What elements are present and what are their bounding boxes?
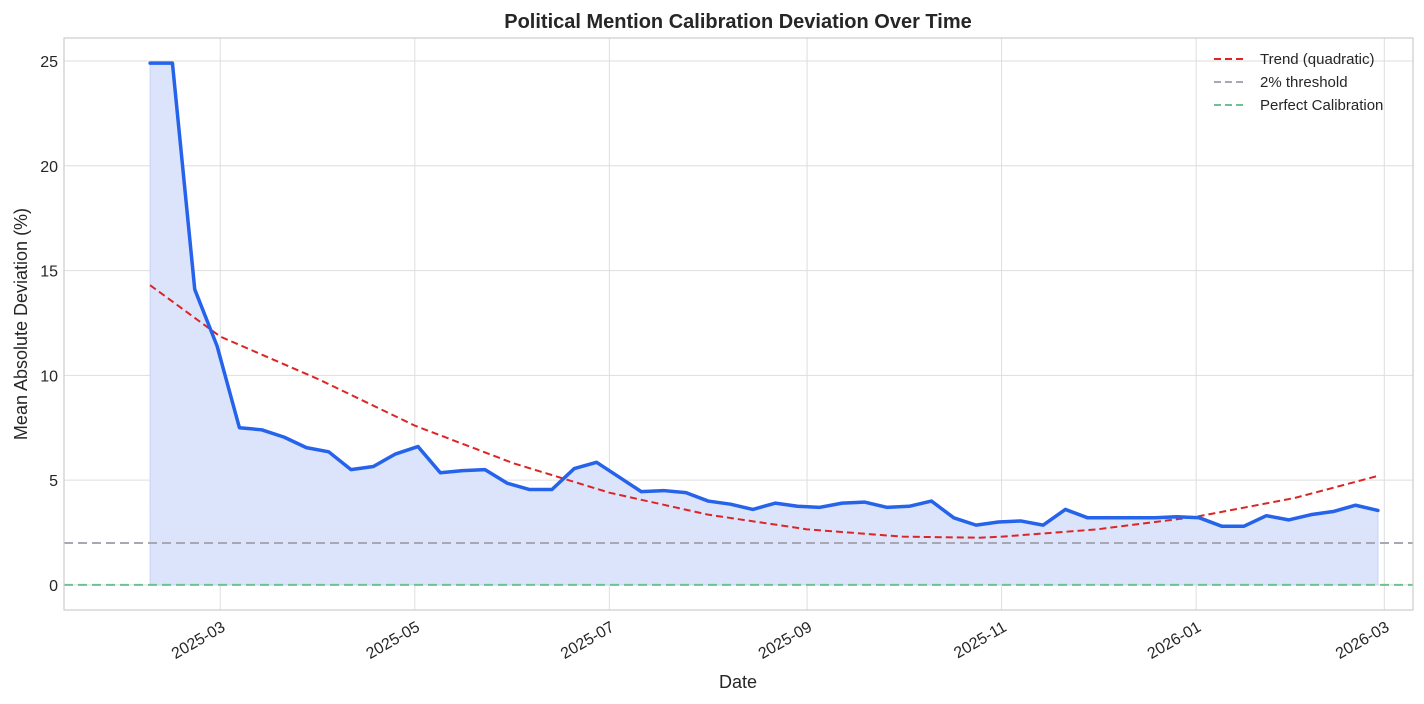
trend-line [149, 284, 1379, 539]
chart-title: Political Mention Calibration Deviation … [504, 11, 972, 33]
x-tick-labels: 2025-03 2025-05 2025-07 2025-09 2025-11 2026-… [169, 619, 1392, 663]
x-tick-label: 2025-05 [363, 619, 422, 663]
reference-lines [64, 541, 1413, 586]
x-tick-label: 2026-03 [1333, 619, 1392, 663]
x-tick-label: 2025-09 [756, 619, 815, 663]
x-axis-label: Date [719, 672, 757, 692]
y-tick-label: 20 [40, 159, 58, 176]
x-tick-label: 2026-01 [1145, 619, 1204, 663]
legend-label: 2% threshold [1260, 74, 1348, 91]
y-axis-label: Mean Absolute Deviation (%) [11, 208, 31, 440]
x-tick-label: 2025-11 [951, 619, 1009, 663]
y-tick-labels: 0 5 10 15 20 25 [40, 54, 58, 595]
y-tick-label: 10 [40, 368, 58, 385]
y-tick-label: 15 [40, 264, 58, 281]
deviation-line [148, 61, 1380, 528]
plot-frame [63, 37, 1414, 611]
x-tick-label: 2025-07 [558, 619, 617, 663]
y-tick-label: 5 [49, 473, 58, 490]
y-tick-label: 0 [49, 578, 58, 595]
legend-label: Perfect Calibration [1260, 97, 1383, 114]
x-tick-label: 2025-03 [169, 619, 228, 663]
legend: Trend (quadratic) 2% threshold Perfect Cal… [1214, 51, 1383, 114]
series-lines [148, 61, 1380, 539]
y-tick-label: 25 [40, 54, 58, 71]
legend-label: Trend (quadratic) [1260, 51, 1375, 68]
